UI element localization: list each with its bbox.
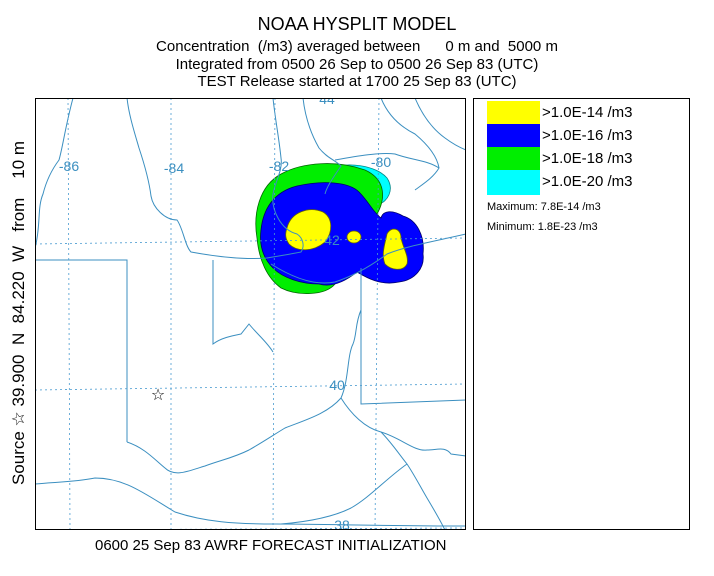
contour-1e-16 <box>260 182 424 286</box>
legend-label: >1.0E-14 /m3 <box>542 104 633 121</box>
longitude-label: -80 <box>371 154 391 170</box>
longitude-gridline <box>374 98 380 530</box>
illinois-indiana-border <box>35 259 128 442</box>
latitude-label: 40 <box>329 377 345 393</box>
longitude-label: -82 <box>269 158 289 174</box>
wv-va-border <box>380 431 446 530</box>
longitude-gridline <box>272 98 276 530</box>
ontario-shore <box>334 153 440 191</box>
legend-swatch <box>487 101 540 126</box>
longitude-label: -86 <box>59 158 79 174</box>
release-info: TEST Release started at 1700 25 Sep 83 (… <box>197 73 517 90</box>
indiana-ohio-border <box>212 260 274 353</box>
contour-1e-14-west <box>285 209 332 251</box>
kentucky-tn-border <box>35 477 466 527</box>
legend-panel: >1.0E-14 /m3 >1.0E-16 /m3 >1.0E-18 /m3 >1.0… <box>473 98 690 530</box>
ohio-river <box>126 309 362 474</box>
legend-swatch <box>487 147 540 172</box>
latlon-grid: -86 -84 -82 -80 44 42 40 38 <box>35 98 466 530</box>
contour-1e-14-center <box>346 230 362 244</box>
boundaries <box>35 98 466 530</box>
ohio-pennsylvania-border <box>360 268 466 405</box>
concentration-description: Concentration (/m3) averaged between 0 m… <box>156 38 558 55</box>
source-marker: ☆ <box>151 385 165 404</box>
georgian-bay <box>380 98 440 169</box>
longitude-label: -84 <box>164 160 184 176</box>
integration-period: Integrated from 0500 26 Sep to 0500 26 S… <box>175 56 539 73</box>
legend-swatch <box>487 124 540 149</box>
latitude-label: 44 <box>319 98 335 107</box>
latitude-gridline <box>35 237 466 245</box>
wv-border <box>340 397 466 457</box>
map-frame <box>35 98 466 530</box>
contour-1e-14-east <box>382 228 408 270</box>
plot-title: NOAA HYSPLIT MODEL <box>257 14 457 34</box>
maximum-concentration: Maximum: 7.8E-14 /m3 <box>487 201 601 213</box>
lake-huron-shore <box>302 98 342 195</box>
legend-label: >1.0E-16 /m3 <box>542 127 633 144</box>
latitude-label: 38 <box>334 517 350 530</box>
ky-va-border <box>280 463 408 525</box>
source-location-text: Source ☆ 39.900 N 84.220 W from 10 m <box>9 140 28 486</box>
latitude-gridline <box>35 383 466 391</box>
longitude-gridline <box>67 98 71 530</box>
minimum-concentration: Minimum: 1.8E-23 /m3 <box>487 221 598 233</box>
legend-label: >1.0E-20 /m3 <box>542 173 633 190</box>
legend-label: >1.0E-18 /m3 <box>542 150 633 167</box>
lake-erie-shore <box>270 233 466 284</box>
forecast-initialization: 0600 25 Sep 83 AWRF FORECAST INITIALIZAT… <box>95 537 447 554</box>
legend-swatch <box>487 170 540 195</box>
michigan-lower-peninsula <box>126 98 304 260</box>
latitude-label: 42 <box>324 232 340 248</box>
lake-michigan-shore <box>35 98 74 249</box>
ontario-east <box>414 98 466 151</box>
concentration-map: -86 -84 -82 -80 44 42 40 38 ☆ <box>35 98 466 530</box>
plume-contours <box>255 163 424 294</box>
